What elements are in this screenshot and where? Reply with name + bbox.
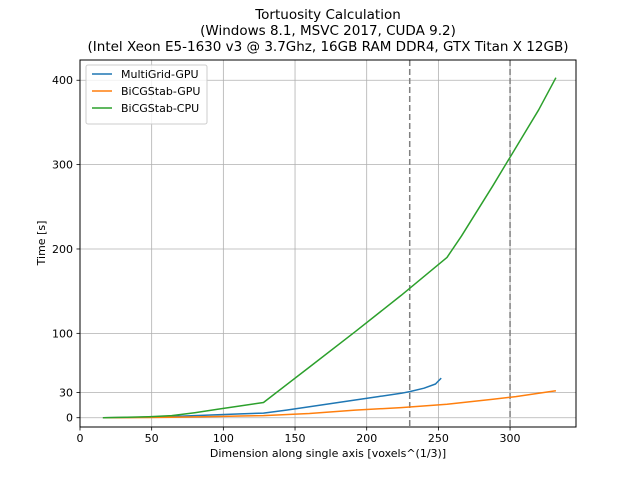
y-tick-label: 30 (59, 386, 73, 399)
plot-frame (79, 59, 577, 428)
chart-title-line-1: Tortuosity Calculation (254, 7, 401, 23)
legend-box (85, 64, 208, 125)
y-tick-label: 0 (66, 412, 73, 425)
series-layer (102, 77, 557, 419)
x-tick-label: 100 (213, 432, 234, 445)
y-tick-label: 100 (52, 327, 73, 340)
legend-label: BiCGStab-CPU (121, 102, 199, 115)
axis-ticks: 0 50 100 150 200 250 300 0 30 100 200 300 400 (52, 74, 521, 445)
x-tick-label: 200 (356, 432, 377, 445)
x-axis-label: Dimension along single axis [voxels^(1/3… (210, 447, 446, 460)
x-tick-label: 300 (500, 432, 521, 445)
legend-label: MultiGrid-GPU (121, 68, 199, 81)
series-line-bicgstab-gpu (102, 389, 557, 419)
chart-title-line-2: (Windows 8.1, MSVC 2017, CUDA 9.2) (200, 23, 456, 39)
x-tick-label: 0 (77, 432, 84, 445)
legend: MultiGrid-GPU BiCGStab-GPU BiCGStab-CPU (85, 64, 208, 125)
y-tick-label: 200 (52, 243, 73, 256)
reference-lines (408, 60, 511, 427)
x-tick-label: 150 (285, 432, 306, 445)
series-line-bicgstab-cpu (102, 77, 557, 419)
legend-label: BiCGStab-GPU (121, 85, 200, 98)
y-tick-label: 300 (52, 159, 73, 172)
y-tick-label: 400 (52, 74, 73, 87)
x-tick-label: 250 (428, 432, 449, 445)
x-tick-label: 50 (145, 432, 159, 445)
y-axis-label: Time [s] (35, 221, 48, 267)
chart-title-line-3: (Intel Xeon E5-1630 v3 @ 3.7Ghz, 16GB RA… (88, 39, 569, 55)
